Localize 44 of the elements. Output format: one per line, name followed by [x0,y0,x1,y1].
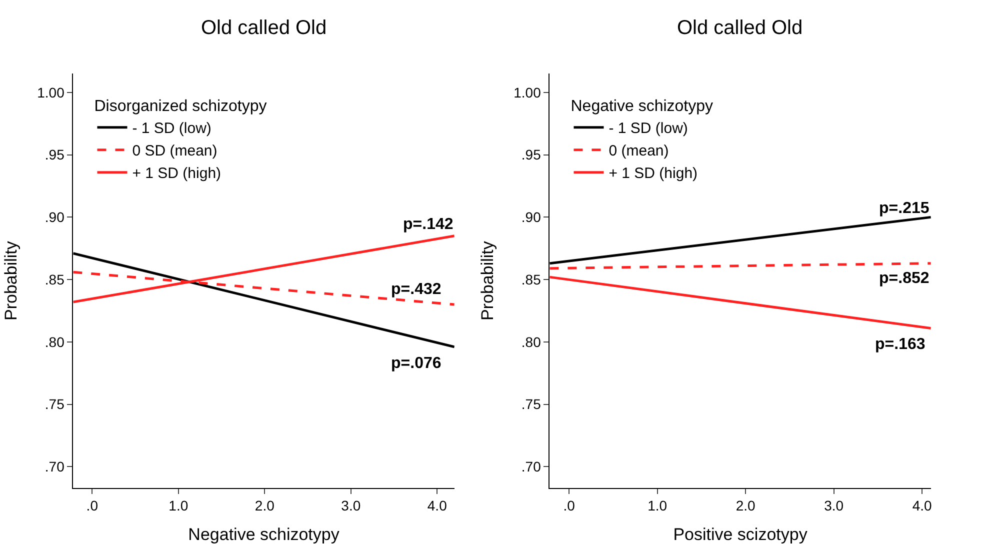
y-tick-label: 1.00 [37,84,65,100]
x-tick-label: .0 [86,498,98,514]
x-tick-label: 3.0 [341,498,361,514]
y-tick-label: .95 [521,146,542,163]
y-tick-label: .70 [521,458,542,475]
y-tick-label: .90 [44,209,65,226]
x-tick-label: 2.0 [736,498,756,514]
annotation: p=.215 [879,200,930,217]
legend-title: Disorganized schizotypy [94,98,267,116]
x-tick-label: 4.0 [427,498,448,514]
legend-label: 0 SD (mean) [132,142,218,160]
x-axis-title: Positive scizotypy [673,525,808,544]
x-tick-label: .0 [563,498,576,514]
annotation: p=.432 [391,281,442,298]
y-tick-label: .85 [44,271,65,288]
legend-title: Negative schizotypy [570,98,714,116]
y-tick-label: .85 [521,271,542,288]
y-tick-label: .90 [521,209,542,226]
y-axis-title: Probability [478,240,498,320]
y-tick-label: .75 [44,396,65,412]
y-tick-label: 1.00 [514,84,542,100]
y-tick-label: .80 [44,334,65,350]
x-tick-label: 3.0 [824,498,844,514]
annotation: p=.076 [391,355,442,372]
annotation: p=.142 [403,216,454,233]
annotation: p=.852 [879,270,930,287]
chart-title: Old called Old [201,17,327,39]
legend-label: - 1 SD (low) [608,120,688,138]
y-tick-label: .75 [521,396,542,412]
x-axis-title: Negative schizotypy [188,525,340,544]
y-tick-label: .70 [44,458,65,475]
x-tick-label: 1.0 [648,498,668,514]
x-tick-label: 4.0 [912,498,932,514]
x-tick-label: 1.0 [168,498,188,514]
chart-title: Old called Old [677,17,803,39]
y-tick-label: .80 [521,334,542,350]
legend-label: - 1 SD (low) [132,120,212,138]
y-axis-title: Probability [2,240,21,320]
legend-label: + 1 SD (high) [608,165,698,182]
annotation: p=.163 [875,336,926,353]
x-tick-label: 2.0 [254,498,275,514]
legend-label: + 1 SD (high) [132,165,222,182]
legend-label: 0 (mean) [608,142,669,160]
y-tick-label: .95 [44,146,65,163]
